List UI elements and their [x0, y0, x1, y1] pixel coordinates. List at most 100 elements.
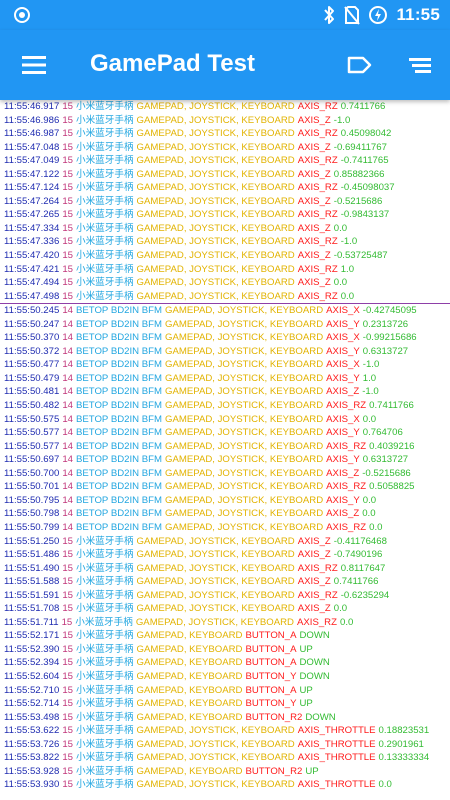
log-event: AXIS_Z — [326, 386, 360, 398]
log-timestamp: 11:55:50.575 — [4, 413, 60, 425]
log-line: 11:55:51.708 15 小米蓝牙手柄 GAMEPAD, JOYSTICK, K… — [0, 602, 450, 616]
log-sources: GAMEPAD, KEYBOARD — [136, 711, 243, 723]
log-line: 11:55:47.122 15 小米蓝牙手柄 GAMEPAD, JOYSTICK, K… — [0, 168, 450, 182]
log-value: 0.0 — [333, 277, 348, 289]
log-device-name: 小米蓝牙手柄 — [75, 263, 134, 275]
log-timestamp: 11:55:51.486 — [4, 549, 60, 561]
log-event: AXIS_Z — [297, 222, 331, 234]
log-line: 11:55:51.591 15 小米蓝牙手柄 GAMEPAD, JOYSTICK, K… — [0, 589, 450, 603]
log-line: 11:55:51.588 15 小米蓝牙手柄 GAMEPAD, JOYSTICK, K… — [0, 575, 450, 589]
log-device-id: 15 — [62, 155, 73, 167]
log-sources: GAMEPAD, JOYSTICK, KEYBOARD — [136, 168, 295, 180]
log-value: -0.6235294 — [340, 589, 390, 601]
log-device-id: 15 — [61, 616, 73, 628]
log-sources: GAMEPAD, JOYSTICK, KEYBOARD — [136, 738, 295, 750]
log-timestamp: 11:55:53.930 — [4, 779, 60, 791]
log-sources: GAMEPAD, KEYBOARD — [136, 765, 243, 777]
log-value: 0.13333334 — [378, 752, 430, 764]
status-icons: 11:55 — [322, 5, 440, 25]
log-timestamp: 11:55:53.498 — [4, 711, 60, 723]
app-bar: GamePad Test — [0, 30, 450, 100]
log-timestamp: 11:55:50.799 — [4, 521, 60, 533]
log-device-name: BETOP BD2IN BFM — [75, 440, 162, 452]
log-device-id: 15 — [62, 643, 73, 655]
log-device-name: 小米蓝牙手柄 — [75, 141, 134, 153]
log-sources: GAMEPAD, JOYSTICK, KEYBOARD — [136, 576, 295, 588]
log-device-name: BETOP BD2IN BFM — [75, 454, 162, 466]
log-timestamp: 11:55:47.336 — [4, 236, 60, 248]
log-device-id: 15 — [62, 195, 73, 207]
log-value: -1.0 — [362, 359, 380, 371]
log-sources: GAMEPAD, JOYSTICK, KEYBOARD — [165, 305, 324, 317]
log-value: 1.0 — [340, 263, 355, 275]
log-device-id: 15 — [62, 725, 73, 737]
log-event: AXIS_Y — [326, 318, 360, 330]
menu-icon[interactable] — [20, 52, 50, 78]
log-line: 11:55:50.370 14 BETOP BD2IN BFM GAMEPAD, JO… — [0, 331, 450, 345]
log-value: -0.45098037 — [340, 182, 395, 194]
log-line: 11:55:51.711 15 小米蓝牙手柄 GAMEPAD, JOYSTICK, K… — [0, 616, 450, 630]
log-line: 11:55:53.930 15 小米蓝牙手柄 GAMEPAD, JOYSTICK, K… — [0, 778, 450, 792]
log-line: 11:55:50.479 14 BETOP BD2IN BFM GAMEPAD, JO… — [0, 372, 450, 386]
log-sources: GAMEPAD, JOYSTICK, KEYBOARD — [165, 440, 324, 452]
log-timestamp: 11:55:53.822 — [4, 752, 60, 764]
log-timestamp: 11:55:51.588 — [4, 576, 60, 588]
log-timestamp: 11:55:47.265 — [4, 209, 60, 221]
label-icon[interactable] — [344, 52, 374, 78]
log-line: 11:55:51.490 15 小米蓝牙手柄 GAMEPAD, JOYSTICK, K… — [0, 562, 450, 576]
log-device-name: BETOP BD2IN BFM — [75, 305, 162, 317]
log-device-name: BETOP BD2IN BFM — [75, 427, 162, 439]
log-device-name: BETOP BD2IN BFM — [75, 481, 162, 493]
log-value: -0.53725487 — [333, 250, 388, 262]
log-line: 11:55:47.420 15 小米蓝牙手柄 GAMEPAD, JOYSTICK, K… — [0, 249, 450, 263]
log-device-name: 小米蓝牙手柄 — [75, 657, 134, 669]
log-sources: GAMEPAD, JOYSTICK, KEYBOARD — [136, 725, 295, 737]
log-value: 0.5058825 — [369, 481, 415, 493]
log-timestamp: 11:55:50.370 — [4, 332, 60, 344]
event-log[interactable]: 11:55:46.917 15 小米蓝牙手柄 GAMEPAD, JOYSTICK, K… — [0, 100, 450, 800]
log-device-id: 14 — [62, 400, 73, 412]
log-device-id: 14 — [62, 467, 73, 479]
log-timestamp: 11:55:47.122 — [4, 168, 60, 180]
log-device-id: 14 — [62, 508, 73, 520]
log-device-id: 15 — [62, 168, 73, 180]
log-device-id: 15 — [62, 182, 73, 194]
log-timestamp: 11:55:50.798 — [4, 508, 60, 520]
sort-icon[interactable] — [405, 52, 435, 78]
log-line: 11:55:53.822 15 小米蓝牙手柄 GAMEPAD, JOYSTICK, K… — [0, 751, 450, 765]
log-line: 11:55:50.701 14 BETOP BD2IN BFM GAMEPAD, JO… — [0, 480, 450, 494]
no-sim-icon — [344, 6, 361, 25]
log-event: AXIS_RZ — [297, 128, 338, 140]
log-device-id: 14 — [62, 413, 73, 425]
log-event: AXIS_RZ — [297, 589, 338, 601]
log-event: AXIS_Z — [297, 114, 331, 126]
log-group-before: 11:55:46.917 15 小米蓝牙手柄 GAMEPAD, JOYSTICK, K… — [0, 100, 450, 303]
log-event: AXIS_RZ — [326, 440, 367, 452]
log-device-name: BETOP BD2IN BFM — [75, 467, 162, 479]
log-value: UP — [299, 698, 313, 710]
log-timestamp: 11:55:50.482 — [4, 400, 60, 412]
log-device-name: BETOP BD2IN BFM — [75, 318, 162, 330]
log-sources: GAMEPAD, JOYSTICK, KEYBOARD — [136, 101, 295, 112]
log-timestamp: 11:55:47.124 — [4, 182, 60, 194]
log-timestamp: 11:55:47.421 — [4, 263, 60, 275]
log-sources: GAMEPAD, JOYSTICK, KEYBOARD — [165, 481, 324, 493]
log-sources: GAMEPAD, JOYSTICK, KEYBOARD — [136, 209, 295, 221]
log-device-name: 小米蓝牙手柄 — [75, 630, 134, 642]
log-value: 0.0 — [339, 616, 354, 628]
log-line: 11:55:50.575 14 BETOP BD2IN BFM GAMEPAD, JO… — [0, 413, 450, 427]
log-device-name: BETOP BD2IN BFM — [75, 400, 162, 412]
log-device-name: 小米蓝牙手柄 — [75, 589, 134, 601]
log-sources: GAMEPAD, JOYSTICK, KEYBOARD — [136, 182, 295, 194]
log-sources: GAMEPAD, JOYSTICK, KEYBOARD — [136, 562, 295, 574]
log-event: AXIS_Z — [326, 467, 360, 479]
log-event: AXIS_Y — [326, 494, 360, 506]
log-sources: GAMEPAD, KEYBOARD — [136, 698, 243, 710]
log-value: -0.5215686 — [362, 467, 411, 479]
log-timestamp: 11:55:52.714 — [4, 698, 60, 710]
log-device-id: 15 — [62, 290, 73, 302]
log-event: AXIS_Z — [297, 141, 331, 153]
target-icon — [14, 7, 30, 23]
log-device-name: 小米蓝牙手柄 — [75, 250, 134, 262]
log-device-name: 小米蓝牙手柄 — [75, 549, 134, 561]
